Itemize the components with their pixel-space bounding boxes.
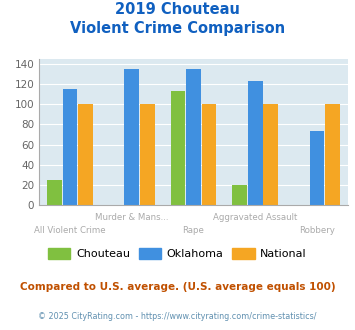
- Text: Violent Crime Comparison: Violent Crime Comparison: [70, 21, 285, 36]
- Text: Aggravated Assault: Aggravated Assault: [213, 213, 297, 222]
- Bar: [202, 105, 216, 205]
- Text: Rape: Rape: [182, 226, 204, 235]
- Bar: [124, 69, 139, 205]
- Text: © 2025 CityRating.com - https://www.cityrating.com/crime-statistics/: © 2025 CityRating.com - https://www.city…: [38, 312, 317, 321]
- Bar: [248, 82, 263, 205]
- Bar: [171, 91, 185, 205]
- Text: Robbery: Robbery: [299, 226, 335, 235]
- Bar: [310, 131, 324, 205]
- Bar: [263, 105, 278, 205]
- Bar: [325, 105, 340, 205]
- Bar: [186, 69, 201, 205]
- Legend: Chouteau, Oklahoma, National: Chouteau, Oklahoma, National: [44, 243, 311, 263]
- Text: All Violent Crime: All Violent Crime: [34, 226, 106, 235]
- Bar: [233, 184, 247, 205]
- Bar: [62, 89, 77, 205]
- Bar: [78, 105, 93, 205]
- Text: Murder & Mans...: Murder & Mans...: [95, 213, 169, 222]
- Bar: [140, 105, 154, 205]
- Bar: [47, 180, 62, 205]
- Text: Compared to U.S. average. (U.S. average equals 100): Compared to U.S. average. (U.S. average …: [20, 282, 335, 292]
- Text: 2019 Chouteau: 2019 Chouteau: [115, 2, 240, 16]
